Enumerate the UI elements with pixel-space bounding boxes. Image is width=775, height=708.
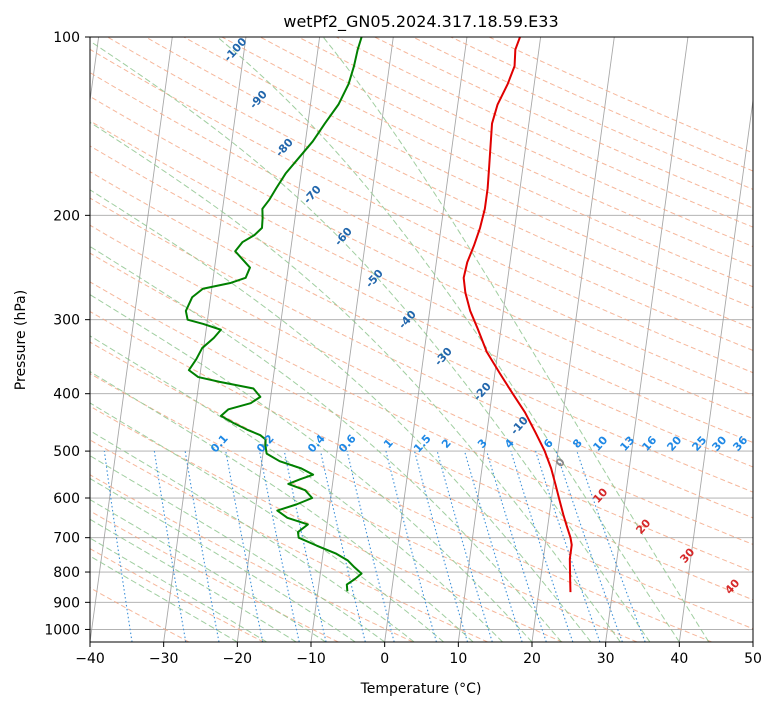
dry-adiabat-line	[183, 37, 753, 309]
x-tick-label: 10	[449, 651, 467, 667]
mixing-ratio-line	[225, 451, 264, 642]
moist-adiabat-line	[90, 294, 533, 642]
x-tick-label: 20	[523, 651, 541, 667]
dry-adiabat-line	[90, 145, 753, 468]
x-tick-label: −30	[149, 651, 179, 667]
moist-adiabat-line	[90, 371, 474, 642]
moist-adiabat-line	[90, 40, 651, 642]
x-tick-label: 40	[670, 651, 688, 667]
dry-adiabat-line	[90, 310, 753, 630]
plot-area	[90, 37, 753, 642]
moist-adiabat-line	[90, 477, 356, 642]
moist-adiabat-line	[90, 245, 562, 642]
x-tick-label: 50	[744, 651, 762, 667]
y-axis-ticks: 100 200 300 400 500 600 700 800 900 1000	[44, 30, 90, 638]
moist-adiabat-line	[90, 555, 238, 642]
isotherm-line	[163, 37, 247, 642]
dry-adiabat-line	[90, 510, 339, 642]
dry-adiabat-line	[374, 37, 753, 209]
mixing-ratio-line	[436, 450, 493, 642]
x-tick-label: −10	[296, 651, 326, 667]
x-tick-label: −20	[223, 651, 253, 667]
dry-adiabat-line	[145, 37, 753, 330]
moist-adiabat-line	[90, 335, 503, 642]
mixing-ratio-line	[103, 451, 133, 642]
mixing-ratio-line	[184, 451, 220, 642]
pressure-gridlines	[90, 37, 753, 630]
mixing-ratio-line	[346, 450, 395, 642]
dry-adiabat-line	[336, 37, 753, 228]
dry-adiabat-line	[90, 224, 753, 545]
mixing-ratio-line	[153, 451, 187, 642]
dry-adiabat-line	[90, 474, 414, 642]
dry-adiabat-line	[90, 95, 753, 420]
dry-adiabat-lines	[90, 37, 753, 642]
dry-adiabat-line	[90, 439, 488, 642]
y-tick-label: 800	[53, 565, 80, 581]
y-tick-label: 500	[53, 444, 80, 460]
x-tick-label: −40	[75, 651, 105, 667]
mixing-ratio-lines	[103, 450, 646, 642]
dewpoint-profile-line	[184, 37, 363, 592]
mixing-ratio-line	[413, 450, 469, 642]
moist-adiabat-line	[217, 37, 680, 642]
y-tick-label: 600	[53, 491, 80, 507]
mixing-ratio-line	[535, 450, 601, 642]
dry-adiabat-line	[90, 120, 753, 444]
y-tick-label: 900	[53, 595, 80, 611]
mixing-ratio-line	[486, 450, 547, 642]
isotherm-line	[678, 97, 753, 642]
moist-adiabat-line	[90, 402, 444, 642]
x-tick-label: 30	[597, 651, 615, 667]
temperature-profile-line	[462, 37, 573, 593]
profile-series	[184, 37, 573, 593]
mixing-ratio-line	[319, 450, 366, 642]
isotherm-line	[236, 37, 321, 642]
mixing-ratio-line	[283, 450, 327, 642]
dry-adiabat-line	[90, 48, 753, 374]
y-tick-label: 700	[53, 531, 80, 547]
dry-adiabat-line	[488, 37, 753, 154]
isotherm-line	[605, 37, 689, 642]
dry-adiabat-line	[90, 405, 563, 642]
y-tick-label: 300	[53, 313, 80, 329]
y-tick-label: 100	[53, 30, 80, 46]
moist-adiabat-line	[90, 189, 592, 642]
y-axis-label: Pressure (hPa)	[13, 290, 29, 390]
mixing-ratio-line	[555, 450, 623, 642]
dry-adiabat-line	[298, 37, 753, 248]
x-axis-ticks: −40 −30 −20 −10 0 10 20 30 40 50	[75, 642, 762, 667]
y-tick-label: 400	[53, 387, 80, 403]
moist-adiabat-lines	[90, 37, 710, 642]
x-tick-label: 0	[380, 651, 389, 667]
isotherm-line	[90, 37, 173, 642]
mixing-ratio-line	[258, 450, 300, 642]
moist-adiabat-line	[90, 121, 621, 642]
isotherm-line	[457, 37, 542, 642]
y-tick-label: 200	[53, 208, 80, 224]
mixing-ratio-line	[576, 450, 646, 642]
dry-adiabat-line	[90, 252, 753, 573]
mixing-ratio-line	[464, 450, 523, 642]
chart-title: wetPf2_GN05.2024.317.18.59.E33	[283, 12, 558, 32]
dry-adiabat-line	[90, 197, 753, 519]
isotherm-line	[384, 37, 468, 642]
dry-adiabat-line	[107, 37, 753, 351]
mixing-ratio-line	[510, 450, 574, 642]
x-axis-label: Temperature (°C)	[360, 681, 482, 697]
dry-adiabat-line	[90, 72, 753, 396]
moist-adiabat-line	[90, 455, 385, 642]
moist-adiabat-line	[322, 37, 710, 642]
mixing-ratio-line	[385, 450, 437, 642]
moist-adiabat-line	[90, 537, 268, 642]
y-tick-label: 1000	[44, 622, 80, 638]
plot-frame	[89, 36, 754, 643]
